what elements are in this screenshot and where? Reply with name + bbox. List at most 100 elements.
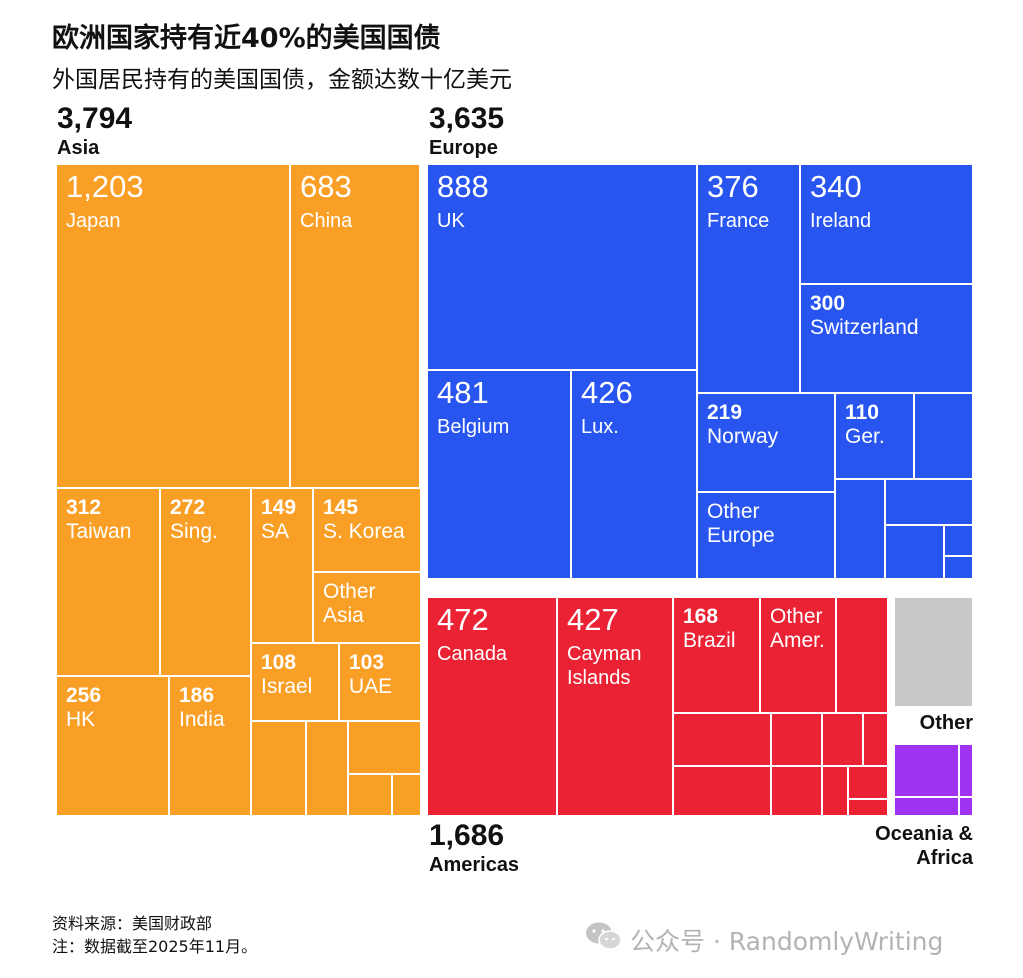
europe-label-belgium: Belgium [437,416,509,438]
europe-label-norway: Norway [707,425,779,448]
americas-cell-brazil [672,596,761,714]
americas-minor-cell [847,798,889,817]
europe-value-norway: 219 [707,401,742,424]
asia-value-sa: 149 [261,496,296,519]
europe-value-uk: 888 [437,169,489,204]
asia-label-uae: UAE [349,675,392,698]
europe-minor-cell [943,555,974,580]
europe-label-france: France [707,210,769,232]
americas-cell-other-amer [759,596,837,714]
oceania-africa-minor-cell [893,796,960,817]
americas-label-cayman-islands: Cayman [567,643,641,665]
europe-value-switzerland: 300 [810,292,845,315]
asia-label-india: India [179,708,225,731]
asia-value-hk: 256 [66,684,101,707]
europe-minor-cell [913,392,974,480]
asia-label-china: China [300,210,353,232]
americas-value-cayman-islands: 427 [567,602,619,637]
americas-value-canada: 472 [437,602,489,637]
asia-label-taiwan: Taiwan [66,520,131,543]
americas-minor-cell [847,765,889,800]
asia-label-other-asia: Other [323,580,376,603]
americas-cell-canada [426,596,558,817]
americas-total: 1,686 [429,819,505,852]
asia-cell-israel [250,642,340,722]
asia-minor-cell [347,773,393,817]
asia-cell-other-asia [312,571,422,644]
chart-title: 欧洲国家持有近40%的美国国债 [52,23,441,54]
other-minor-cell [893,596,974,708]
europe-label-lux: Lux. [581,416,619,438]
asia-value-sing: 272 [170,496,205,519]
asia-cell-hk [55,675,170,817]
europe-cell-ger [834,392,915,480]
chart-subtitle: 外国居民持有的美国国债，金额达数十亿美元 [52,67,512,93]
europe-label-ger: Ger. [845,425,885,448]
asia-cell-india [168,675,252,817]
asia-total: 3,794 [57,102,133,135]
americas-minor-cell [770,712,823,767]
europe-value-belgium: 481 [437,375,489,410]
europe-minor-cell [834,478,886,580]
asia-label-hk: HK [66,708,95,731]
europe-label-switzerland: Switzerland [810,316,919,339]
americas-label-cayman-islands: Islands [567,667,630,689]
asia-label-other-asia: Asia [323,604,364,627]
europe-cell-france [696,163,801,394]
europe-minor-cell [884,524,945,580]
asia-value-uae: 103 [349,651,384,674]
europe-minor-cell [884,478,974,526]
americas-label-brazil: Brazil [683,629,736,652]
asia-cell-uae [338,642,422,722]
asia-label-japan: Japan [66,210,121,232]
europe-cell-other-europe [696,491,836,580]
source-note: 资料来源：美国财政部 [52,914,213,933]
asia-value-india: 186 [179,684,214,707]
europe-label-uk: UK [437,210,465,232]
asia-minor-cell [250,720,307,817]
americas-label-other-amer: Amer. [770,629,825,652]
asia-cell-sing [159,487,252,677]
americas-value-brazil: 168 [683,605,718,628]
asia-label-s-korea: S. Korea [323,520,405,543]
asia-value-israel: 108 [261,651,296,674]
asia-minor-cell [391,773,422,817]
americas-minor-cell [770,765,823,817]
europe-total: 3,635 [429,102,505,135]
americas-minor-cell [821,712,864,767]
europe-label-ireland: Ireland [810,210,871,232]
other-label: Other [919,712,973,734]
europe-value-france: 376 [707,169,759,204]
asia-label-sa: SA [261,520,289,543]
oceania-africa-minor-cell [893,743,960,798]
asia-label-sing: Sing. [170,520,218,543]
europe-cell-uk [426,163,698,371]
americas-label: Americas [429,854,520,876]
asia-value-taiwan: 312 [66,496,101,519]
europe-value-ireland: 340 [810,169,862,204]
europe-value-ger: 110 [845,401,879,424]
americas-minor-cell [862,712,889,767]
americas-label-other-amer: Other [770,605,823,628]
europe-cell-lux [570,369,698,580]
europe-label-other-europe: Other [707,500,760,523]
europe-value-lux: 426 [581,375,633,410]
asia-label-israel: Israel [261,675,312,698]
date-note: 注：数据截至2025年11月。 [52,937,258,956]
oceania-africa-label: Oceania & Africa [875,823,973,869]
asia-cell-japan [55,163,291,489]
americas-minor-cell [835,596,889,714]
europe-label-other-europe: Europe [707,524,775,547]
europe-cell-ireland [799,163,974,285]
asia-cell-s-korea [312,487,422,573]
asia-minor-cell [347,720,422,775]
europe-minor-cell [943,524,974,557]
asia-minor-cell [305,720,349,817]
americas-minor-cell [672,765,772,817]
oceania-africa-minor-cell [958,796,974,817]
americas-minor-cell [672,712,772,767]
europe-cell-switzerland [799,283,974,394]
asia-value-s-korea: 145 [323,496,358,519]
asia-value-china: 683 [300,169,352,204]
